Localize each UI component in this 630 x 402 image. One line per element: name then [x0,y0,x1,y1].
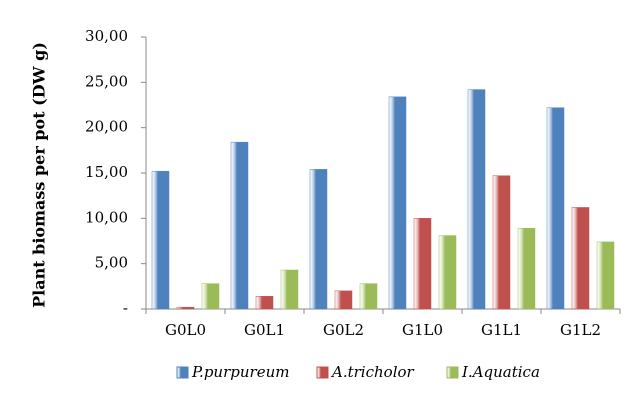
y-tick-label: 5,00 [95,254,128,272]
bar [546,107,565,310]
bar [438,235,457,310]
bar [467,89,486,310]
bar [334,290,353,310]
bar [309,169,328,310]
bar [230,141,249,310]
bar [413,218,432,310]
y-axis-label: Plant biomass per pot (DW g) [30,42,49,308]
y-tick-label: 20,00 [85,118,128,136]
legend-swatch [446,366,459,379]
x-tick-label: G1L0 [402,321,443,339]
x-tick-label: G0L0 [165,321,206,339]
bar [151,170,170,310]
legend-label: A.tricholor [330,363,415,381]
bar [201,283,220,310]
bar [492,175,511,310]
x-tick-label: G1L1 [481,321,522,339]
bar [388,96,407,310]
y-tick-label: 15,00 [85,163,128,181]
legend-label: I.Aquatica [461,363,540,381]
legend-label: P.purpureum [191,363,289,381]
bar [255,296,274,310]
bar [517,228,536,310]
y-tick-label: 10,00 [85,208,128,226]
y-tick-label: 25,00 [85,72,128,90]
y-tick-label: 30,00 [85,27,128,45]
bar [571,207,590,310]
x-tick-label: G1L2 [560,321,601,339]
y-tick-label: - [123,299,128,317]
x-tick-label: G0L2 [323,321,364,339]
legend-swatch [176,366,189,379]
bar [280,269,299,310]
bar [596,241,615,310]
bar [359,283,378,310]
bar [176,306,195,310]
x-tick-label: G0L1 [244,321,285,339]
legend-swatch [316,366,329,379]
